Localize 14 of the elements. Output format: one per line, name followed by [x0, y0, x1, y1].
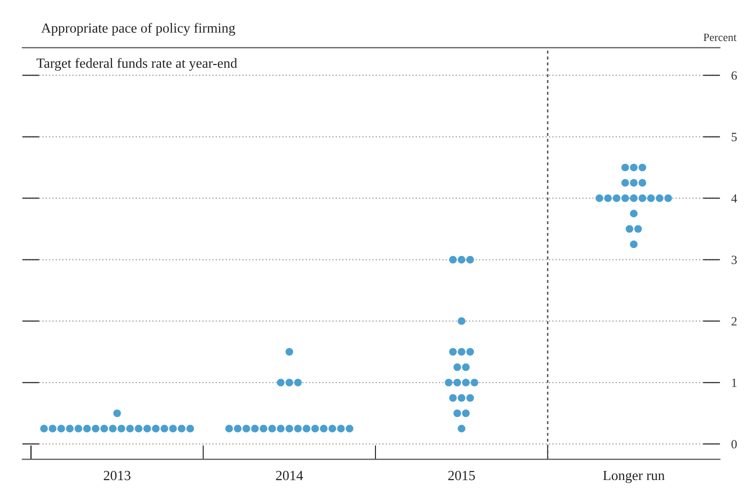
y-tick-label: 6 [732, 71, 737, 80]
y-tick-label: 2 [732, 317, 737, 326]
x-tick-label: 2013 [104, 470, 130, 480]
y-tick-label: 4 [731, 194, 738, 203]
chart-title: Appropriate pace of policy firming [41, 22, 236, 36]
y-tick-label: 3 [732, 256, 737, 264]
x-tick-label: Longer run [603, 470, 665, 484]
y-tick-label: 5 [732, 132, 737, 142]
y-tick-label: 1 [732, 378, 736, 387]
text: Target federal funds rate at year-end [36, 58, 238, 71]
x-tick-label: 2014 [276, 470, 303, 480]
y-axis-title: Percent [704, 34, 736, 42]
y-tick-label: 0 [731, 440, 737, 448]
x-tick-label: 2015 [448, 470, 475, 480]
